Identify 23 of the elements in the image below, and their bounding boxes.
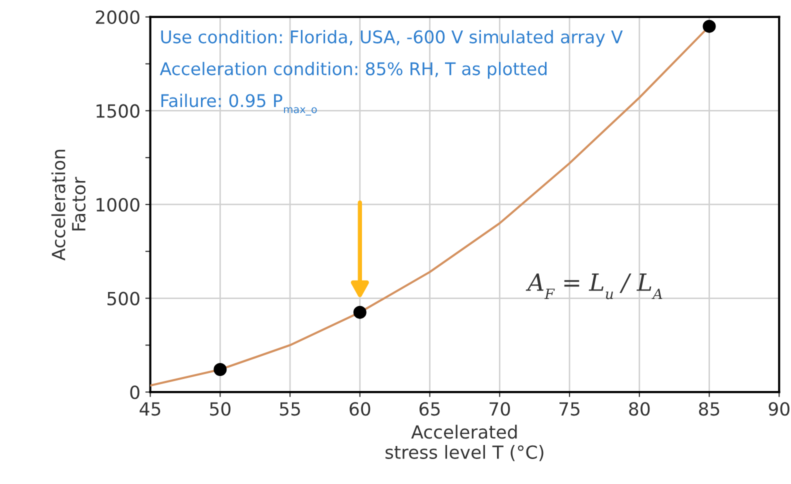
x-tick-label: 70 bbox=[490, 402, 510, 416]
x-tick-label: 80 bbox=[629, 402, 650, 416]
y-tick-label: 1500 bbox=[96, 104, 140, 118]
y-tick-label: 2000 bbox=[96, 10, 140, 24]
y-tick-label: 500 bbox=[108, 292, 140, 306]
x-tick-label: 55 bbox=[280, 402, 300, 416]
point bbox=[214, 363, 227, 376]
annotation: Use condition: Florida, USA, -600 V simulated array V bbox=[161, 30, 623, 47]
y-axis-title: Acceleration Factor bbox=[51, 150, 86, 260]
x-tick-label: 50 bbox=[210, 402, 230, 416]
x-tick-label: 85 bbox=[699, 402, 720, 416]
point bbox=[702, 20, 716, 33]
x-tick-label: 60 bbox=[350, 402, 370, 416]
x-tick-label: 90 bbox=[768, 402, 790, 416]
point bbox=[353, 306, 366, 319]
x-tick-label: 45 bbox=[140, 402, 160, 416]
y-tick-label: 0 bbox=[130, 386, 140, 400]
x-tick-label: 75 bbox=[560, 402, 580, 416]
x-axis-title: Accelerated stress level T (°C) bbox=[386, 424, 544, 462]
y-tick-label: 1000 bbox=[96, 198, 140, 212]
annotation: Acceleration condition: 85% RH, T as plotted bbox=[160, 62, 547, 79]
annotation: Failure: 0.95 Pmax_o bbox=[161, 94, 317, 116]
x-tick-label: 65 bbox=[420, 402, 440, 416]
